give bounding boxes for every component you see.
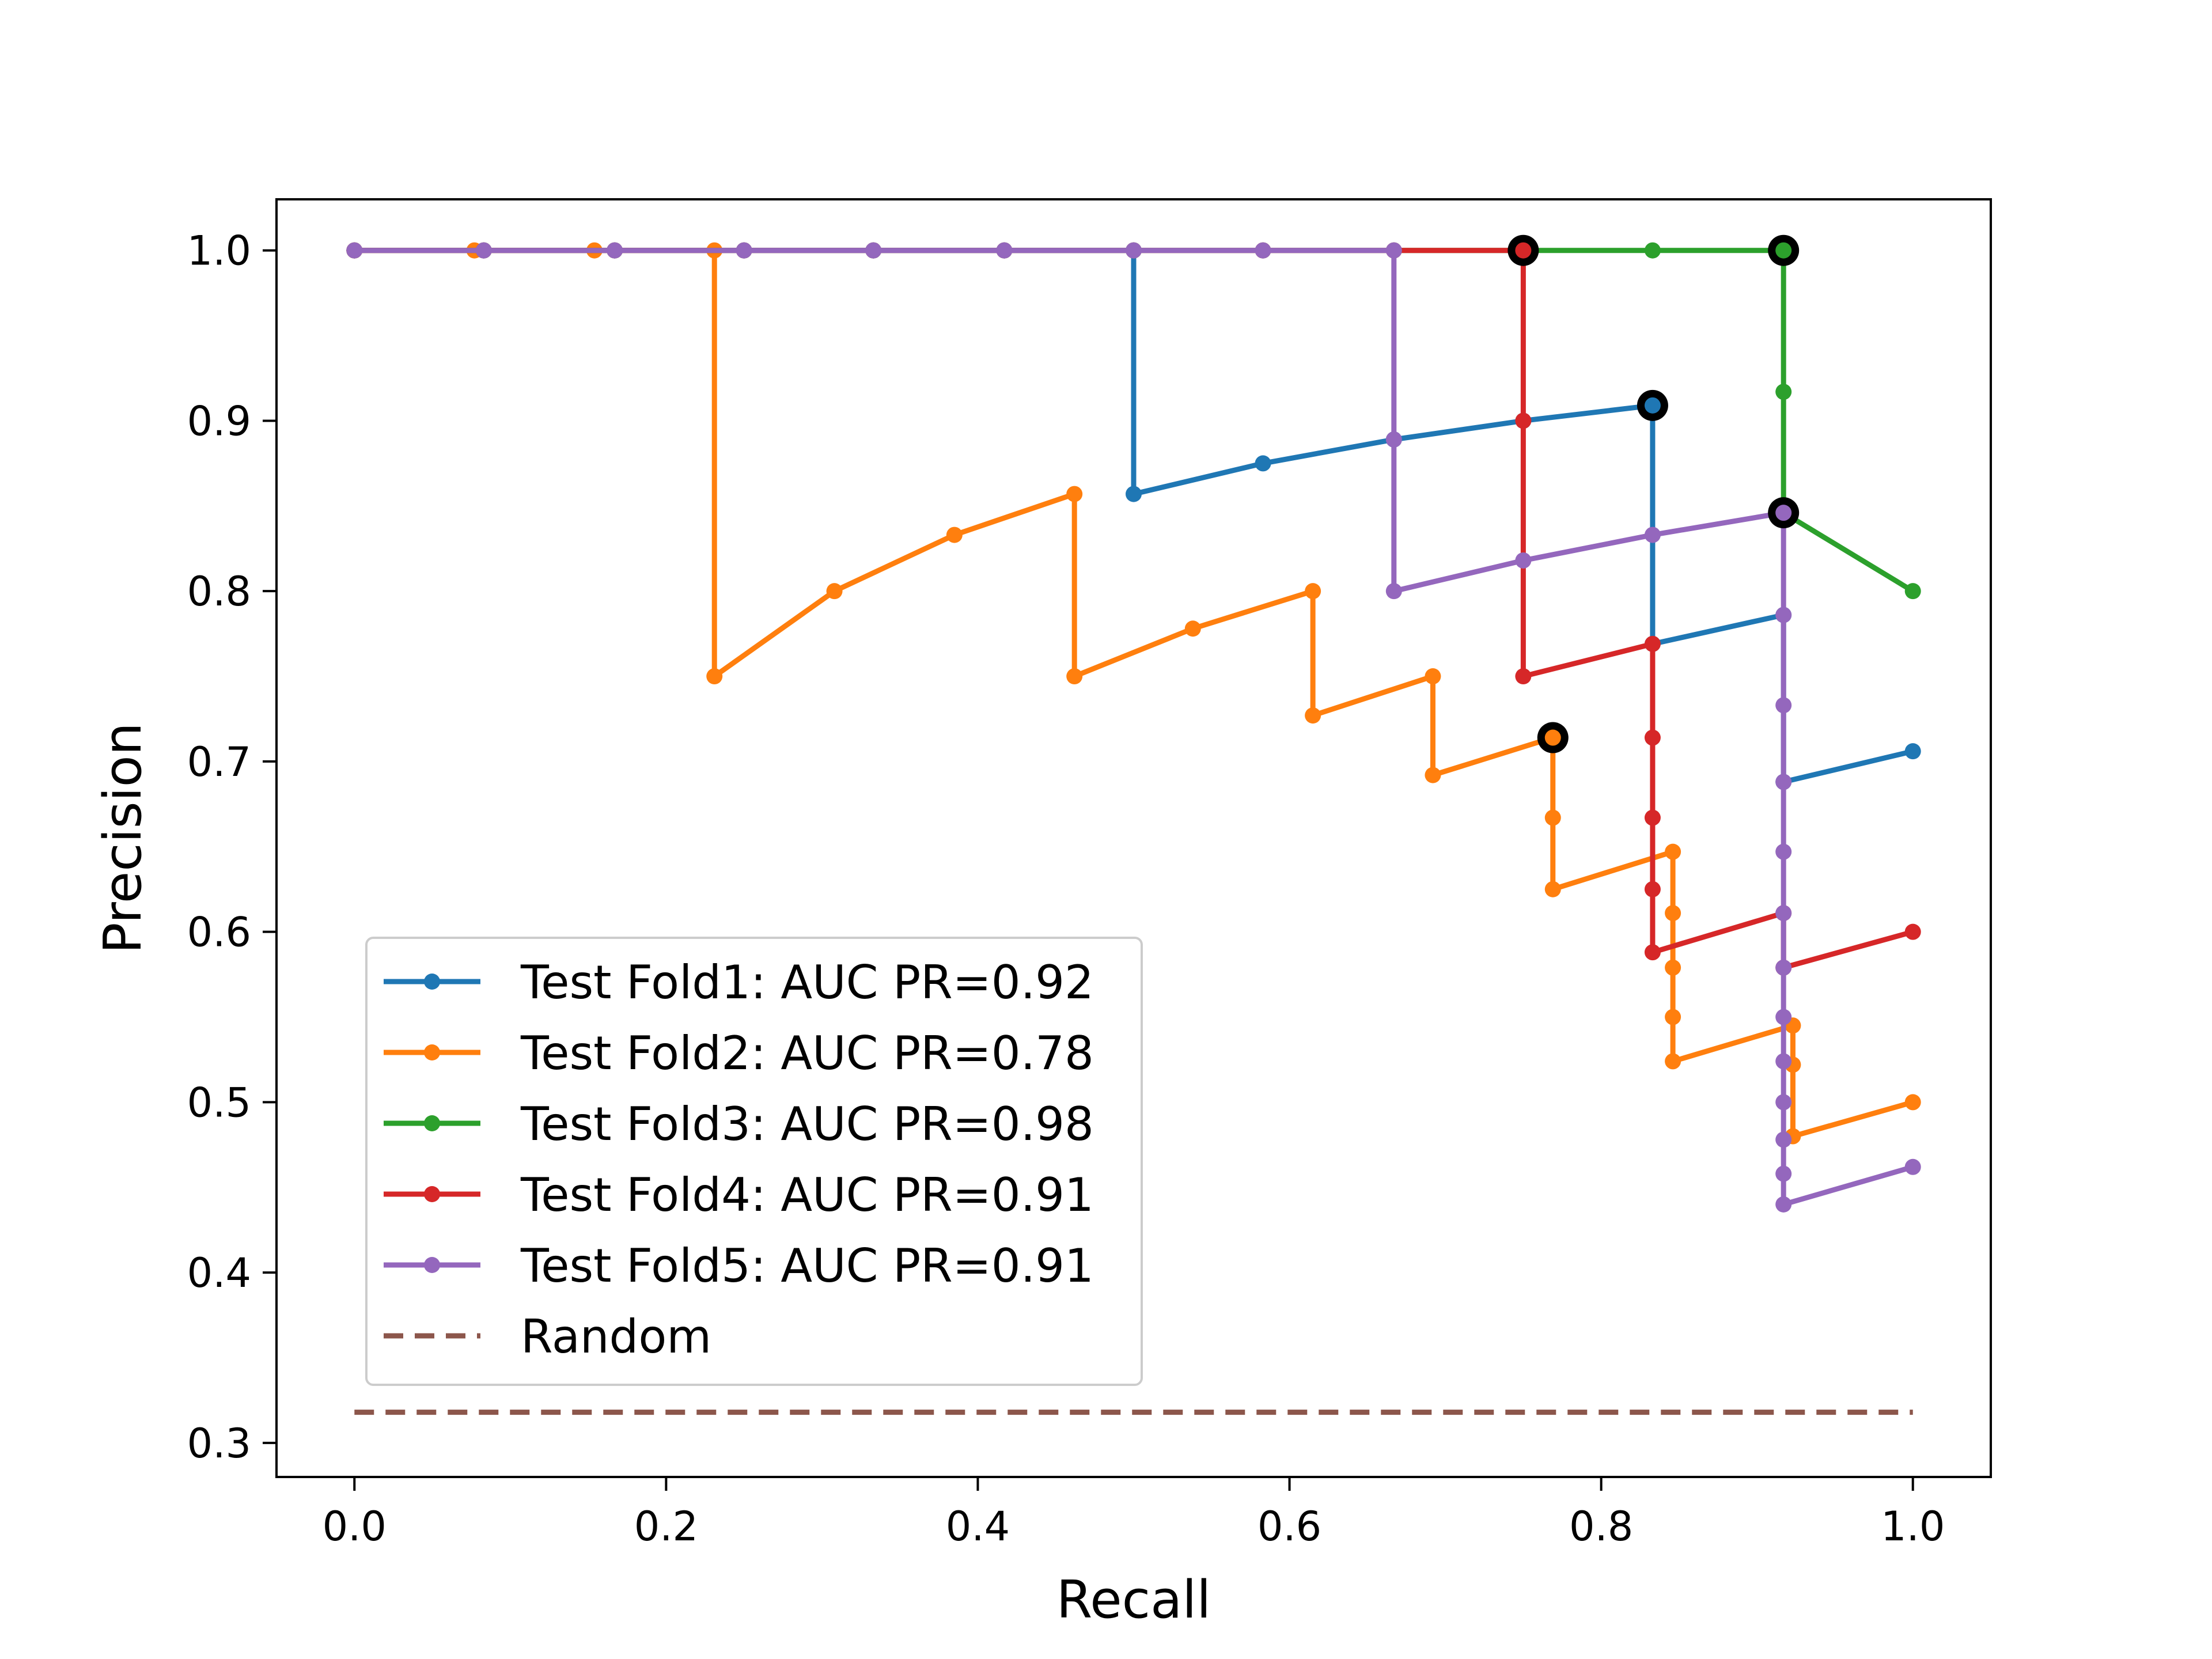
y-axis-label: Precision bbox=[93, 722, 153, 954]
y-tick-label: 0.9 bbox=[187, 397, 251, 445]
data-point-fold2 bbox=[1544, 809, 1561, 826]
data-point-fold2 bbox=[1665, 1053, 1681, 1070]
legend-swatch-marker bbox=[424, 1115, 440, 1131]
legend-swatch-marker bbox=[424, 974, 440, 990]
data-point-fold5 bbox=[1515, 552, 1532, 569]
data-point-fold4 bbox=[1644, 881, 1661, 897]
data-point-fold4 bbox=[1644, 944, 1661, 961]
y-tick-label: 0.3 bbox=[187, 1420, 251, 1467]
x-tick-label: 0.2 bbox=[634, 1503, 698, 1550]
data-point-fold2 bbox=[1544, 881, 1561, 897]
data-point-fold5 bbox=[1385, 583, 1402, 600]
data-point-fold3 bbox=[1904, 583, 1921, 600]
data-point-fold4 bbox=[1904, 923, 1921, 940]
legend-swatch-marker bbox=[424, 1257, 440, 1273]
x-axis: 0.0 0.2 0.4 0.6 0.8 1.0 bbox=[323, 1477, 1945, 1550]
data-point-fold5 bbox=[1775, 1009, 1792, 1025]
x-tick-label: 0.8 bbox=[1569, 1503, 1633, 1550]
data-point-fold2 bbox=[1305, 707, 1321, 724]
best-point-markers bbox=[1508, 234, 1800, 753]
data-point-fold4 bbox=[1644, 729, 1661, 746]
data-point-fold2 bbox=[1665, 905, 1681, 922]
data-point-fold2 bbox=[1066, 486, 1083, 502]
best-point-inner-fold1 bbox=[1644, 397, 1661, 414]
data-point-fold5 bbox=[1775, 905, 1792, 922]
data-point-fold5 bbox=[475, 242, 492, 259]
data-point-fold5 bbox=[1775, 1165, 1792, 1182]
data-point-fold2 bbox=[1665, 1009, 1681, 1025]
data-point-fold5 bbox=[346, 242, 363, 259]
data-point-fold4 bbox=[1515, 668, 1532, 685]
data-point-fold2 bbox=[1425, 668, 1441, 685]
legend-label: Test Fold4: AUC PR=0.91 bbox=[520, 1168, 1094, 1222]
data-point-fold5 bbox=[607, 242, 623, 259]
data-point-fold2 bbox=[1665, 959, 1681, 976]
plot-frame bbox=[275, 198, 1992, 1478]
data-point-fold3 bbox=[1644, 242, 1661, 259]
y-axis: 0.3 0.4 0.5 0.6 0.7 0.8 0.9 1.0 bbox=[187, 228, 276, 1467]
legend-label: Random bbox=[521, 1310, 711, 1363]
data-point-fold5 bbox=[1385, 431, 1402, 448]
data-point-fold5 bbox=[1775, 959, 1792, 976]
y-tick-label: 0.4 bbox=[187, 1249, 251, 1297]
best-point-inner-fold5 bbox=[1775, 505, 1792, 521]
data-point-fold5 bbox=[996, 242, 1013, 259]
x-axis-label: Recall bbox=[1056, 1570, 1211, 1630]
data-point-fold2 bbox=[706, 668, 723, 685]
best-point-inner-fold3 bbox=[1775, 242, 1792, 259]
x-tick-label: 0.4 bbox=[946, 1503, 1010, 1550]
data-point-fold5 bbox=[1775, 1053, 1792, 1070]
y-tick-label: 0.8 bbox=[187, 568, 251, 615]
data-point-fold5 bbox=[1775, 774, 1792, 790]
y-tick-label: 0.5 bbox=[187, 1079, 251, 1126]
data-point-fold5 bbox=[1775, 1196, 1792, 1213]
data-point-fold1 bbox=[1904, 743, 1921, 760]
data-point-fold3 bbox=[1775, 384, 1792, 400]
data-point-fold5 bbox=[1775, 843, 1792, 860]
legend-label: Test Fold2: AUC PR=0.78 bbox=[520, 1027, 1094, 1080]
x-tick-label: 0.0 bbox=[323, 1503, 387, 1550]
data-point-fold5 bbox=[1644, 527, 1661, 543]
legend-label: Test Fold5: AUC PR=0.91 bbox=[520, 1239, 1094, 1293]
data-point-fold5 bbox=[1126, 242, 1142, 259]
data-point-fold5 bbox=[1775, 1131, 1792, 1148]
data-point-fold2 bbox=[1425, 767, 1441, 783]
data-point-fold2 bbox=[1305, 583, 1321, 600]
legend-swatch-marker bbox=[424, 1044, 440, 1060]
x-tick-label: 1.0 bbox=[1881, 1503, 1945, 1550]
data-point-fold5 bbox=[1775, 1094, 1792, 1111]
data-point-fold5 bbox=[736, 242, 752, 259]
y-tick-label: 0.7 bbox=[187, 738, 251, 786]
data-point-fold4 bbox=[1644, 635, 1661, 652]
best-point-inner-fold4 bbox=[1515, 242, 1532, 259]
data-point-fold2 bbox=[1184, 620, 1201, 637]
data-point-fold1 bbox=[1126, 486, 1142, 502]
y-tick-label: 1.0 bbox=[187, 228, 251, 275]
y-tick-label: 0.6 bbox=[187, 909, 251, 956]
data-point-fold2 bbox=[1904, 1094, 1921, 1111]
x-tick-label: 0.6 bbox=[1257, 1503, 1321, 1550]
legend: Test Fold1: AUC PR=0.92 Test Fold2: AUC P… bbox=[365, 937, 1143, 1386]
data-point-fold5 bbox=[1904, 1158, 1921, 1175]
data-point-fold5 bbox=[1775, 697, 1792, 714]
legend-label: Test Fold3: AUC PR=0.98 bbox=[520, 1097, 1094, 1151]
data-point-fold2 bbox=[826, 583, 843, 600]
data-point-fold1 bbox=[1255, 455, 1271, 472]
data-point-fold2 bbox=[946, 527, 963, 543]
data-point-fold5 bbox=[1255, 242, 1271, 259]
data-point-fold5 bbox=[1385, 242, 1402, 259]
data-point-fold4 bbox=[1515, 412, 1532, 429]
legend-label: Test Fold1: AUC PR=0.92 bbox=[520, 956, 1094, 1009]
best-point-inner-fold2 bbox=[1544, 729, 1561, 746]
legend-box bbox=[365, 937, 1143, 1386]
data-point-fold5 bbox=[865, 242, 882, 259]
data-point-fold5 bbox=[1775, 607, 1792, 623]
data-point-fold2 bbox=[1066, 668, 1083, 685]
data-point-fold4 bbox=[1644, 809, 1661, 826]
legend-swatch-marker bbox=[424, 1186, 440, 1202]
data-point-fold2 bbox=[1665, 843, 1681, 860]
